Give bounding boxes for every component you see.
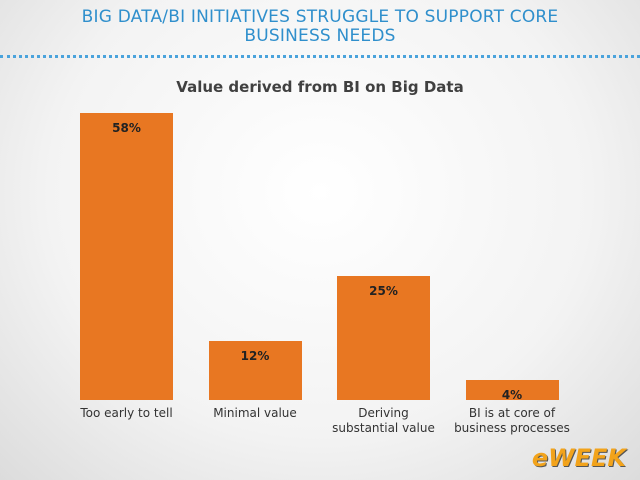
bar [80,112,173,400]
bar [465,380,559,400]
value-label: 12% [240,348,270,363]
bar [337,276,430,400]
x-tick-label: Too early to tell [80,406,173,420]
x-tick-label: Deriving substantial value [332,406,435,435]
value-label: 25% [369,284,398,299]
bar [208,340,302,400]
slide-title: BIG DATA/BI INITIATIVES STRUGGLE TO SUPP… [81,7,559,46]
chart-title: Value derived from BI on Big Data [176,78,464,96]
x-tick-label: BI is at core of business processes [454,406,570,435]
value-label: 4% [501,388,523,403]
logo: eWEEK [531,444,626,472]
x-tick-label: Minimal value [213,406,297,420]
value-label: 58% [112,120,141,135]
divider [0,55,640,58]
